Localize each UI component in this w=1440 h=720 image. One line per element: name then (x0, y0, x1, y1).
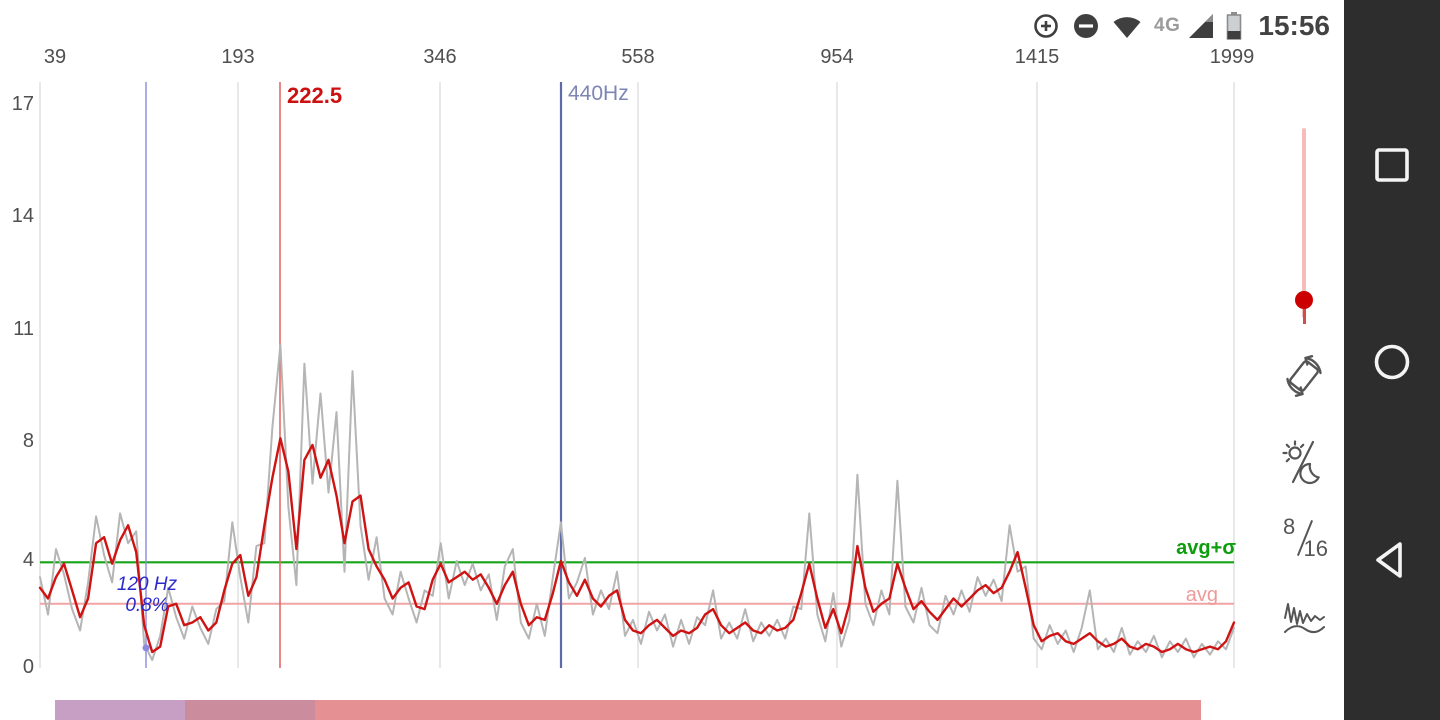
network-type-label: 4G (1154, 15, 1181, 36)
x-tick-label: 1999 (1209, 46, 1255, 68)
y-axis-labels: 17 14 11 8 4 0 (4, 0, 34, 720)
spectrum-mode-button[interactable] (1280, 596, 1328, 644)
x-tick-label: 558 (621, 46, 655, 68)
vertical-slider-knob[interactable] (1295, 291, 1313, 309)
avg-label: avg (1185, 584, 1218, 606)
overview-strip-segment[interactable] (55, 700, 185, 720)
fraction-denominator: 16 (1303, 536, 1328, 561)
brightness-theme-toggle-button[interactable] (1280, 438, 1328, 486)
wifi-icon (1113, 17, 1141, 38)
zoom-in-icon (1034, 14, 1058, 38)
reference-frequency-label: 440Hz (568, 82, 629, 105)
cursor-point-dot (142, 644, 150, 652)
cursor-annotation: 120 Hz 0.8% (96, 574, 198, 616)
avg-plus-sigma-label: avg+σ (1176, 537, 1236, 559)
y-tick-label: 4 (22, 549, 34, 571)
cursor-percent-label: 0.8% (125, 595, 169, 616)
smoothed-spectrum-line (38, 437, 1236, 654)
fraction-numerator: 8 (1283, 514, 1296, 539)
overview-strip-segment[interactable] (315, 700, 1201, 720)
y-tick-label: 8 (22, 430, 34, 452)
peak-frequency-label: 222.5 (287, 83, 343, 108)
do-not-disturb-icon (1074, 14, 1099, 38)
recents-button[interactable] (1372, 145, 1412, 185)
x-tick-label: 346 (423, 46, 457, 68)
back-button[interactable] (1372, 540, 1412, 580)
y-tick-label: 14 (11, 205, 34, 227)
y-tick-label: 11 (13, 318, 34, 340)
y-tick-label: 0 (22, 656, 34, 678)
x-tick-label: 954 (820, 46, 854, 68)
x-tick-label: 39 (43, 46, 67, 68)
x-tick-label: 1415 (1014, 46, 1060, 68)
battery-icon (1227, 12, 1242, 40)
home-button[interactable] (1372, 342, 1412, 382)
status-bar: 4G 15:56 (1032, 6, 1330, 46)
cursor-frequency-label: 120 Hz (116, 574, 178, 595)
y-tick-label: 17 (11, 93, 34, 115)
vertical-slider-stem (1303, 308, 1306, 324)
clock: 15:56 (1258, 10, 1330, 41)
bit-depth-toggle-button[interactable]: 8 16 (1282, 514, 1328, 562)
x-axis-labels: 39 193 346 558 954 1415 1999 (0, 46, 1270, 72)
vertical-slider-track[interactable] (1302, 128, 1306, 318)
x-tick-label: 193 (221, 46, 255, 68)
spectrum-chart[interactable] (38, 70, 1238, 670)
overview-strip[interactable] (55, 700, 1201, 720)
screen-rotate-button[interactable] (1280, 352, 1328, 400)
overview-strip-segment[interactable] (185, 700, 315, 720)
android-navigation-bar (1344, 0, 1440, 720)
cellular-signal-icon (1189, 14, 1214, 38)
